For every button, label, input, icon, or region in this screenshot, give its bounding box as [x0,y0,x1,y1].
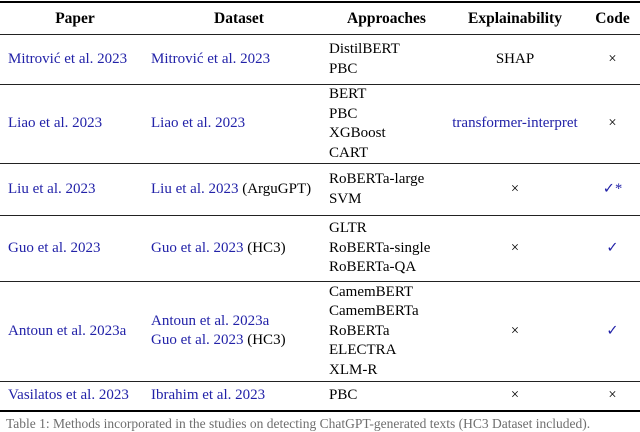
code-cell: ✓ [585,281,640,382]
paper-cell: Mitrović et al. 2023 [0,35,150,85]
paper-link[interactable]: Liao et al. 2023 [8,115,103,132]
dataset-cell: Ibrahim et al. 2023 [150,382,328,411]
dataset-link[interactable]: Liu et al. 2023 [151,180,239,197]
dataset-text: (ArguGPT) [238,180,312,197]
approach-item: CamemBERTa [329,303,419,319]
table-row: Liu et al. 2023 Liu et al. 2023 (ArguGPT)… [0,164,640,216]
code-check-link[interactable]: ✓ [606,239,619,256]
approach-item: PBC [329,60,358,77]
explainability-text: × [510,387,520,403]
approach-item: RoBERTa [329,322,390,339]
code-cross-mark: × [608,387,617,403]
paper-cell: Vasilatos et al. 2023 [0,382,150,411]
approach-item: GLTR [329,220,367,236]
table-row: Vasilatos et al. 2023 Ibrahim et al. 2023… [0,382,640,411]
explainability-text: × [510,180,520,197]
header-dataset: Dataset [214,10,264,27]
paper-cell: Guo et al. 2023 [0,216,150,282]
methods-survey-table: Paper Dataset Approaches Explainability … [0,1,640,412]
explainability-text: × [510,239,520,256]
explainability-cell: × [445,216,585,282]
dataset-line: Mitrović et al. 2023 [151,50,327,70]
code-cross-mark: × [608,115,617,132]
dataset-line: Ibrahim et al. 2023 [151,386,327,406]
header-code: Code [595,10,630,27]
paper-cell: Liu et al. 2023 [0,164,150,216]
code-cross-mark: × [608,50,617,67]
dataset-line: Guo et al. 2023 (HC3) [151,331,327,351]
dataset-link[interactable]: Guo et al. 2023 [151,332,244,349]
dataset-link[interactable]: Guo et al. 2023 [151,239,244,256]
approach-item: XLM-R [329,361,378,378]
approaches-cell: PBC [328,382,445,411]
code-cell: × [585,35,640,85]
approach-item: PBC [329,105,358,122]
table-body: Mitrović et al. 2023 Mitrović et al. 2023… [0,35,640,411]
dataset-text: (HC3) [243,332,286,349]
paper-link[interactable]: Mitrović et al. 2023 [8,50,128,67]
dataset-link[interactable]: Mitrović et al. 2023 [151,50,271,67]
explainability-cell: × [445,281,585,382]
approach-item: CamemBERT [329,283,414,300]
dataset-cell: Antoun et al. 2023a Guo et al. 2023 (HC3) [150,281,328,382]
table-row: Antoun et al. 2023a Antoun et al. 2023a Gu… [0,281,640,382]
dataset-line: Antoun et al. 2023a [151,312,327,332]
approach-item: CART [329,144,369,161]
explainability-cell: SHAP [445,35,585,85]
table-row: Mitrović et al. 2023 Mitrović et al. 2023… [0,35,640,85]
dataset-cell: Guo et al. 2023 (HC3) [150,216,328,282]
table-header: Paper Dataset Approaches Explainability … [0,2,640,35]
approaches-cell: BERT PBC XGBoost CART [328,85,445,164]
explainability-cell: × [445,164,585,216]
dataset-link[interactable]: Ibrahim et al. 2023 [151,387,266,403]
dataset-text: (HC3) [243,239,286,256]
approach-item: RoBERTa-large [329,171,425,187]
approaches-cell: RoBERTa-large SVM [328,164,445,216]
approach-item: RoBERTa-QA [329,259,417,275]
approach-item: BERT [329,86,367,102]
approach-item: XGBoost [329,125,386,141]
table-caption: Table 1: Methods incorporated in the stu… [6,415,591,431]
approach-item: RoBERTa-single [329,239,431,256]
dataset-link[interactable]: Liao et al. 2023 [151,115,246,132]
code-check-link[interactable]: ✓ [606,322,619,339]
explainability-text: SHAP [495,50,535,67]
explainability-cell: × [445,382,585,411]
table-row: Guo et al. 2023 Guo et al. 2023 (HC3) GLTR… [0,216,640,282]
code-check-link[interactable]: ✓* [602,180,623,197]
code-cell: ✓* [585,164,640,216]
approach-item: PBC [329,387,358,403]
approaches-cell: GLTR RoBERTa-single RoBERTa-QA [328,216,445,282]
dataset-cell: Liao et al. 2023 [150,85,328,164]
header-approaches: Approaches [347,10,426,27]
code-cell: ✓ [585,216,640,282]
explainability-text: × [510,322,520,339]
table-row: Liao et al. 2023 Liao et al. 2023 BERT PBC X… [0,85,640,164]
header-row: Paper Dataset Approaches Explainability … [0,2,640,35]
approach-item: DistilBERT [329,41,400,57]
dataset-line: Liao et al. 2023 [151,114,327,134]
code-cell: × [585,382,640,411]
paper-link[interactable]: Antoun et al. 2023a [8,322,127,339]
paper-link[interactable]: Vasilatos et al. 2023 [8,387,129,403]
header-explainability: Explainability [468,10,562,27]
paper-cell: Antoun et al. 2023a [0,281,150,382]
dataset-link[interactable]: Antoun et al. 2023a [151,312,270,329]
dataset-line: Liu et al. 2023 (ArguGPT) [151,180,327,200]
explainability-cell: transformer-interpret [445,85,585,164]
dataset-line: Guo et al. 2023 (HC3) [151,239,327,259]
explainability-link[interactable]: transformer-interpret [452,115,578,132]
approach-item: SVM [329,190,362,207]
approaches-cell: CamemBERT CamemBERTa RoBERTa ELECTRA XLM-R [328,281,445,382]
paper-cell: Liao et al. 2023 [0,85,150,164]
dataset-cell: Liu et al. 2023 (ArguGPT) [150,164,328,216]
paper-link[interactable]: Liu et al. 2023 [8,180,96,197]
code-cell: × [585,85,640,164]
header-paper: Paper [55,10,95,27]
paper-link[interactable]: Guo et al. 2023 [8,239,101,256]
approaches-cell: DistilBERT PBC [328,35,445,85]
approach-item: ELECTRA [329,342,397,358]
dataset-cell: Mitrović et al. 2023 [150,35,328,85]
